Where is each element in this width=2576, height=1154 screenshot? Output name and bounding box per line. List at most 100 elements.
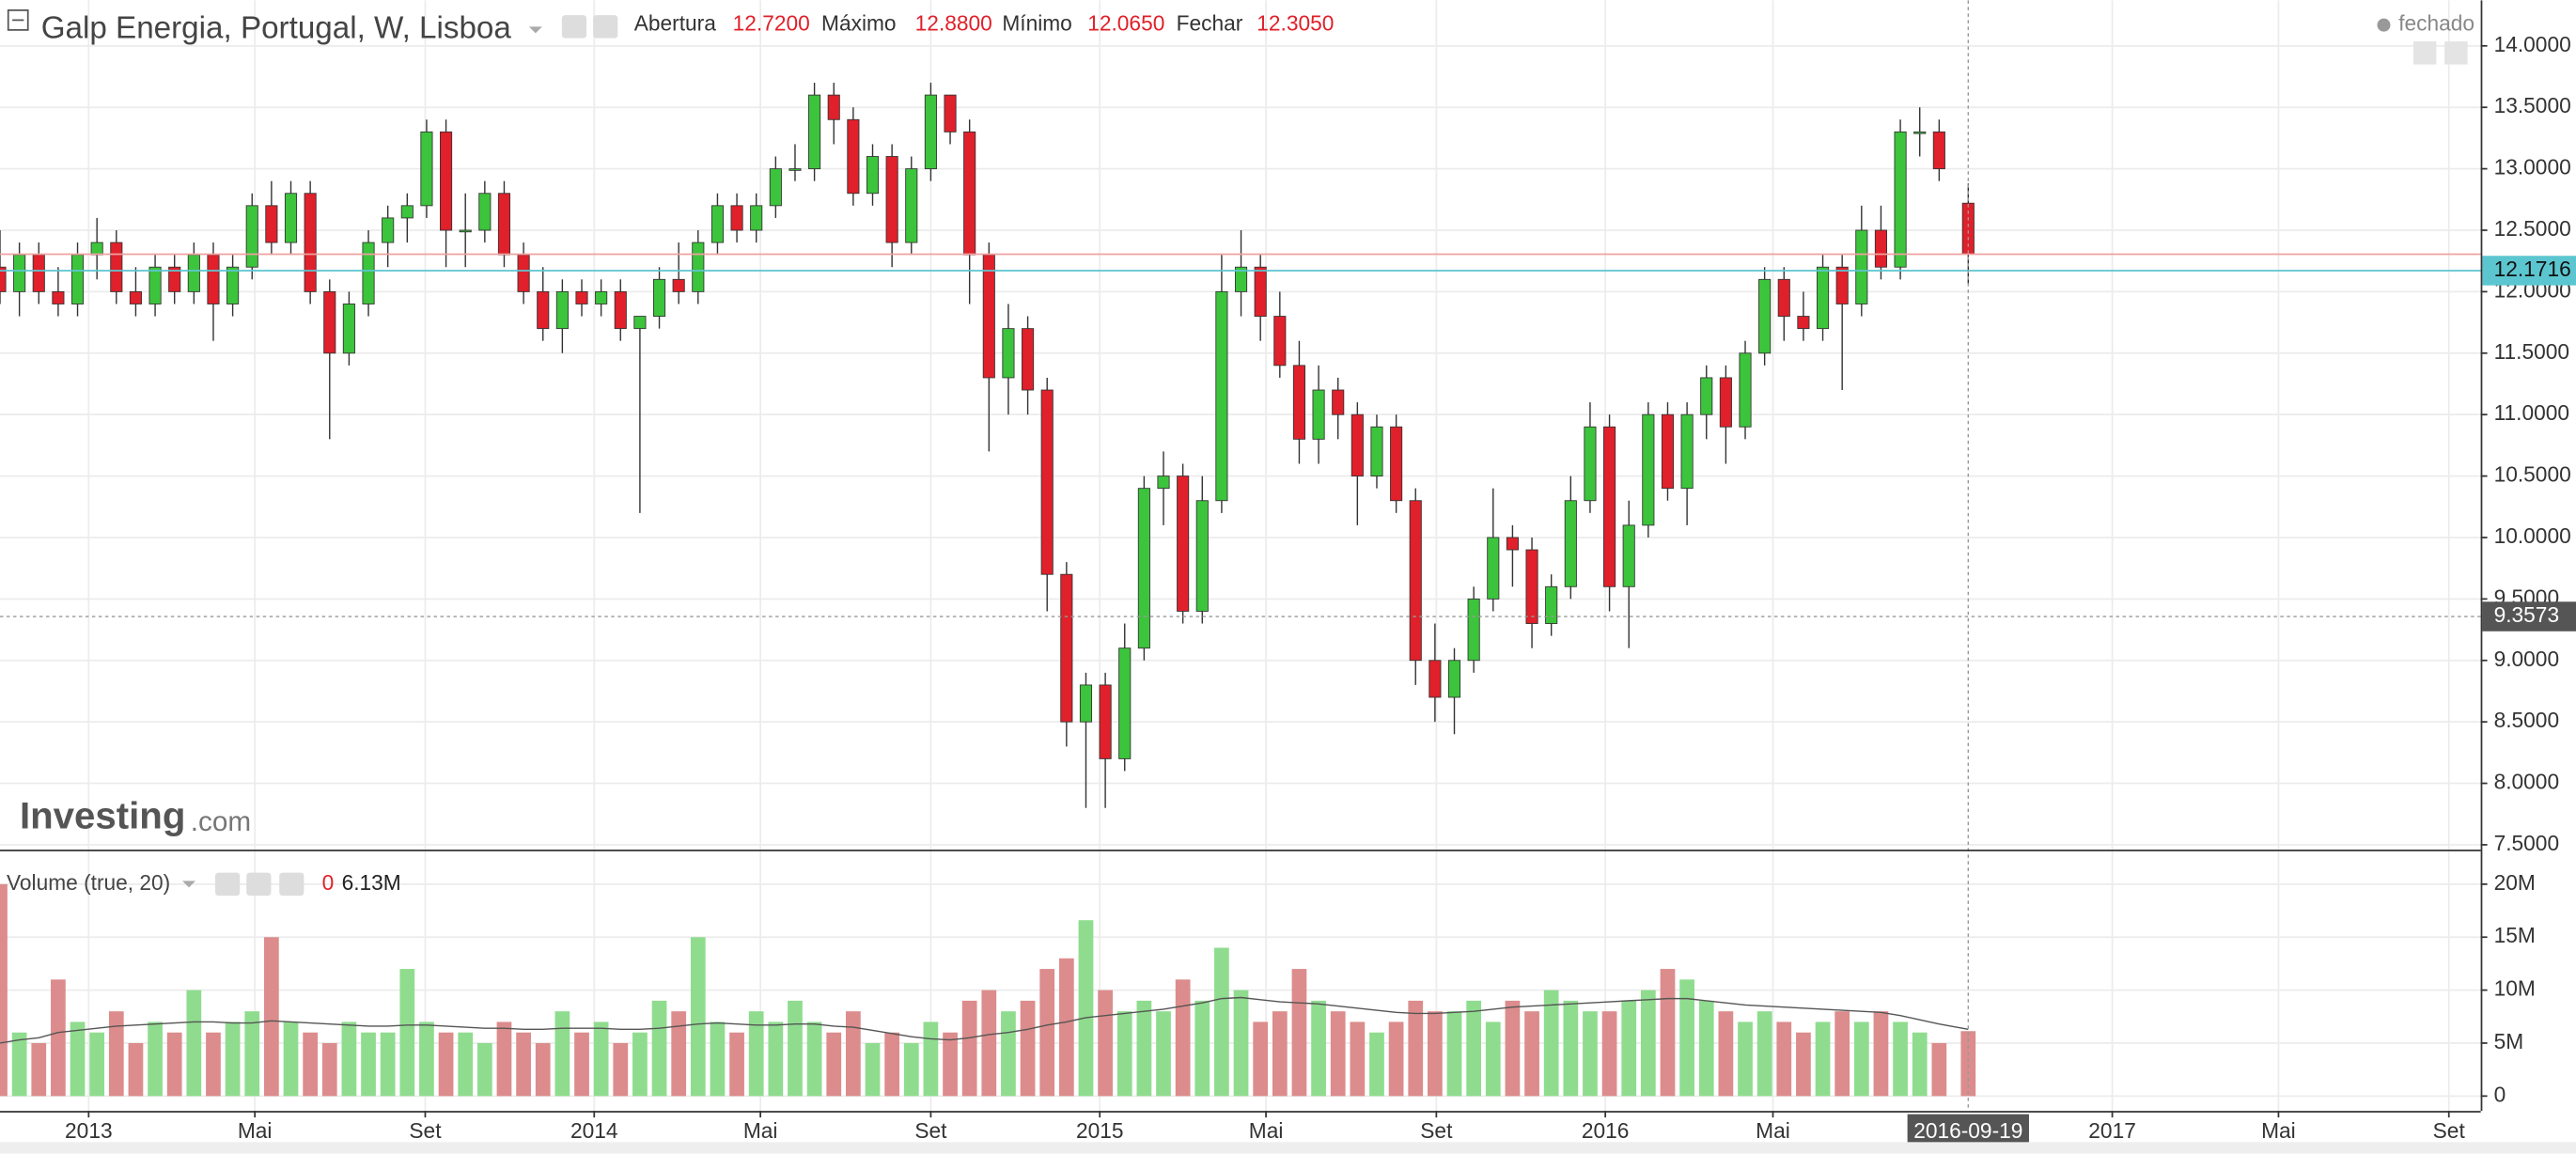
candle-body xyxy=(245,205,258,268)
candle-body xyxy=(1429,660,1442,698)
x-tick-label: Mai xyxy=(238,1118,273,1143)
candle-body xyxy=(459,229,472,233)
volume-bar xyxy=(1175,979,1191,1097)
volume-bar xyxy=(943,1032,958,1097)
scrollbar[interactable] xyxy=(0,1142,2576,1154)
x-tick-label: Set xyxy=(1420,1118,1453,1143)
volume-bar xyxy=(148,1021,163,1097)
volume-bar xyxy=(108,1011,124,1097)
volume-bar xyxy=(244,1011,260,1097)
candle-body xyxy=(905,168,918,243)
collapse-button[interactable] xyxy=(7,9,29,31)
candle-body xyxy=(866,156,880,195)
candle-body xyxy=(207,254,220,304)
volume-bar xyxy=(1156,1011,1171,1097)
scroll-button[interactable] xyxy=(2412,41,2437,65)
scroll-button[interactable] xyxy=(2444,41,2468,65)
quote-label: Abertura xyxy=(634,11,717,36)
volume-bar xyxy=(1253,1021,1269,1097)
title-dropdown[interactable] xyxy=(528,26,542,34)
candle-body xyxy=(342,304,355,354)
volume-bar xyxy=(1098,990,1113,1097)
crosshair-y-box xyxy=(2482,601,2576,632)
volume-bar xyxy=(1873,1011,1889,1097)
candle-body xyxy=(1661,413,1675,490)
candle-body xyxy=(672,278,685,292)
candle-body xyxy=(575,290,588,304)
candle-body xyxy=(1642,413,1655,526)
volume-bar xyxy=(574,1032,589,1097)
candle-body xyxy=(110,242,123,292)
candle-body xyxy=(1370,426,1383,477)
quote-value: 12.8800 xyxy=(915,11,992,36)
volume-bar xyxy=(1272,1011,1288,1097)
volume-dropdown[interactable] xyxy=(182,881,196,888)
volume-bar xyxy=(380,1032,396,1097)
candle-body xyxy=(1099,684,1112,759)
logo: Investing xyxy=(20,795,185,837)
candle-body xyxy=(692,242,705,292)
candle-body xyxy=(1350,413,1364,477)
volume-bar xyxy=(768,1021,784,1097)
volume-bar xyxy=(1718,1011,1734,1097)
visibility-button[interactable] xyxy=(214,872,241,897)
candle-body xyxy=(1874,229,1888,268)
volume-bar xyxy=(1679,979,1694,1097)
candle-body xyxy=(1584,426,1597,502)
volume-bar xyxy=(516,1032,531,1097)
candle-body xyxy=(1137,488,1150,649)
volume-bar xyxy=(264,937,279,1097)
volume-bar xyxy=(458,1032,474,1097)
volume-bar xyxy=(51,979,66,1097)
volume-bar xyxy=(651,1000,667,1097)
candle-body xyxy=(323,290,336,354)
candle-body xyxy=(1390,426,1403,502)
volume-bar xyxy=(1058,958,1074,1097)
volume-bar xyxy=(729,1032,744,1097)
quote-value: 12.0650 xyxy=(1087,11,1164,36)
settings-button[interactable] xyxy=(246,872,272,897)
remove-button[interactable] xyxy=(279,872,304,897)
candle-body xyxy=(1022,328,1035,391)
candle-body xyxy=(90,242,103,256)
y-tick-label: 11.5000 xyxy=(2494,339,2569,364)
candle-body xyxy=(382,217,395,243)
volume-bar xyxy=(496,1021,512,1097)
candle-body xyxy=(982,254,995,379)
candle-body xyxy=(265,205,278,243)
volume-bar xyxy=(1001,1011,1016,1097)
candle-body xyxy=(400,205,414,219)
candle-body xyxy=(497,193,511,256)
candle-body xyxy=(1118,647,1132,759)
volume-bar xyxy=(1116,1011,1132,1097)
volume-bar xyxy=(1738,1021,1753,1097)
y2-tick-label: 5M xyxy=(2494,1029,2524,1053)
volume-bar xyxy=(1291,969,1307,1097)
quote-label: Máximo xyxy=(821,11,897,36)
volume-bar xyxy=(632,1032,648,1097)
candle-body xyxy=(1835,266,1849,304)
volume-bar xyxy=(70,1021,86,1097)
y-tick-label: 14.0000 xyxy=(2494,32,2571,56)
volume-bar xyxy=(1311,1000,1326,1097)
candle-body xyxy=(710,205,724,243)
y2-tick-label: 10M xyxy=(2494,976,2536,1001)
volume-bar xyxy=(671,1011,687,1097)
volume-bar xyxy=(981,990,997,1097)
candle-body xyxy=(769,168,782,207)
y-tick-label: 9.0000 xyxy=(2494,647,2560,671)
volume-bar xyxy=(806,1021,822,1097)
volume-bar xyxy=(1408,1000,1424,1097)
volume-bar xyxy=(1698,1000,1714,1097)
candle-body xyxy=(827,94,840,120)
x-tick-label: 2017 xyxy=(2088,1118,2136,1143)
volume-bar xyxy=(1350,1021,1366,1097)
quote-readout: Abertura 12.7200 Máximo 12.8800 Mínimo 12.065… xyxy=(634,11,1335,36)
volume-bar xyxy=(206,1032,221,1097)
settings-button[interactable] xyxy=(593,15,618,39)
candle-body xyxy=(1545,585,1558,624)
y2-tick-label: 0 xyxy=(2494,1082,2506,1106)
visibility-button[interactable] xyxy=(561,15,587,39)
candle-body xyxy=(1855,229,1868,304)
